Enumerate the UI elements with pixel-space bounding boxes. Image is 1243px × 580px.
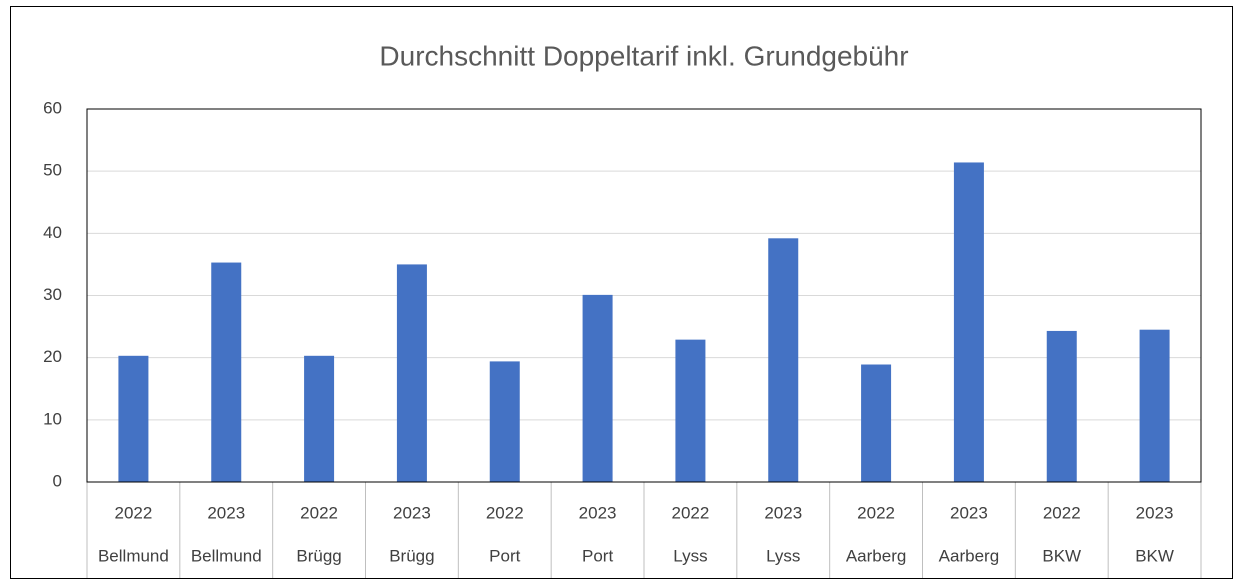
bar	[396, 264, 427, 482]
bar	[1046, 330, 1077, 482]
y-tick-label: 10	[43, 409, 62, 428]
chart-border	[10, 6, 1233, 579]
bar	[489, 361, 520, 482]
x-group-label: Brügg	[389, 546, 434, 565]
x-tick-label: 2022	[672, 503, 710, 522]
x-tick-label: 2023	[393, 503, 431, 522]
x-group-label: Bellmund	[191, 546, 262, 565]
bar	[211, 262, 242, 482]
x-tick-label: 2022	[486, 503, 524, 522]
x-group-label: Aarberg	[846, 546, 906, 565]
y-tick-label: 0	[53, 471, 62, 490]
y-tick-label: 20	[43, 347, 62, 366]
x-group-label: Aarberg	[939, 546, 999, 565]
x-tick-label: 2022	[1043, 503, 1081, 522]
bar	[582, 294, 613, 482]
x-tick-label: 2023	[207, 503, 245, 522]
y-tick-label: 60	[43, 98, 62, 117]
bar	[861, 364, 892, 482]
x-group-label: Bellmund	[98, 546, 169, 565]
chart-title: Durchschnitt Doppeltarif inkl. Grundgebü…	[379, 40, 908, 71]
bar	[675, 339, 706, 482]
x-tick-label: 2023	[1136, 503, 1174, 522]
bar	[953, 162, 984, 483]
bar	[768, 238, 799, 482]
x-tick-label: 2023	[950, 503, 988, 522]
y-tick-label: 40	[43, 223, 62, 242]
x-group-label: Lyss	[673, 546, 707, 565]
x-group-label: Port	[489, 546, 520, 565]
x-tick-label: 2022	[115, 503, 153, 522]
bar	[1139, 329, 1170, 482]
x-group-label: BKW	[1042, 546, 1081, 565]
x-tick-label: 2023	[579, 503, 617, 522]
y-tick-label: 50	[43, 161, 62, 180]
bar	[304, 355, 335, 482]
bar	[118, 355, 149, 482]
x-tick-label: 2023	[764, 503, 802, 522]
x-group-label: Brügg	[296, 546, 341, 565]
y-tick-label: 30	[43, 285, 62, 304]
x-group-label: Lyss	[766, 546, 800, 565]
plot-border	[86, 108, 1202, 483]
x-tick-label: 2022	[857, 503, 895, 522]
x-tick-label: 2022	[300, 503, 338, 522]
x-group-label: BKW	[1135, 546, 1174, 565]
x-group-label: Port	[582, 546, 613, 565]
